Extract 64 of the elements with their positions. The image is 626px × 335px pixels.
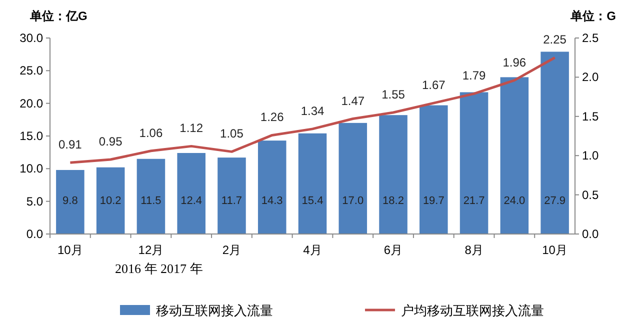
bar xyxy=(500,77,529,234)
data-label: 0.91 xyxy=(58,138,82,152)
y-tick-label: 0.0 xyxy=(26,227,44,241)
data-label: 11.5 xyxy=(140,195,162,207)
y2-tick-label: 0.5 xyxy=(582,188,600,202)
data-label: 27.9 xyxy=(544,195,566,207)
x-tick-label: 6月 xyxy=(384,243,403,257)
legend-label: 移动互联网接入流量 xyxy=(156,303,273,318)
y-axis-title: 单位：亿G xyxy=(29,9,88,23)
data-label: 1.34 xyxy=(300,104,324,118)
bar xyxy=(338,122,368,234)
x-tick-label: 2月 xyxy=(222,243,242,257)
data-label: 1.79 xyxy=(462,68,486,83)
bar xyxy=(258,140,286,234)
data-label: 18.2 xyxy=(382,195,404,207)
data-label: 9.8 xyxy=(62,195,78,207)
x-tick-label: 12月 xyxy=(138,243,164,257)
data-label: 1.12 xyxy=(180,121,204,136)
y2-tick-label: 1.5 xyxy=(582,109,600,124)
y2-tick-label: 2.0 xyxy=(582,70,600,84)
bar xyxy=(218,158,246,234)
bar xyxy=(379,115,408,234)
text: 2016 年 2017 年 xyxy=(115,261,203,276)
x-tick-label: 10月 xyxy=(58,243,83,257)
data-label: 17.0 xyxy=(342,195,364,207)
data-label: 0.95 xyxy=(98,134,123,149)
y-tick-label: 20.0 xyxy=(20,96,44,110)
bar xyxy=(56,170,84,234)
legend-label: 户均移动互联网接入流量 xyxy=(401,303,544,318)
x-tick-label: 4月 xyxy=(303,243,322,257)
y-tick-label: 5.0 xyxy=(26,194,44,208)
bar xyxy=(96,167,125,234)
bar xyxy=(540,52,569,234)
y2-tick-label: 1.0 xyxy=(582,148,600,163)
data-label: 1.06 xyxy=(139,126,163,140)
y2-tick-label: 2.5 xyxy=(582,31,600,45)
data-label: 1.55 xyxy=(382,87,406,102)
data-label: 11.7 xyxy=(221,195,242,207)
y2-axis-title: 单位：G xyxy=(570,9,616,23)
y-tick-label: 25.0 xyxy=(20,64,44,78)
data-label: 15.4 xyxy=(302,195,324,207)
bar xyxy=(460,92,488,234)
data-label: 24.0 xyxy=(504,195,526,207)
data-label: 1.05 xyxy=(220,126,244,141)
bar xyxy=(177,152,206,234)
data-label: 21.7 xyxy=(463,195,485,207)
data-label: 1.47 xyxy=(341,94,365,108)
y-tick-label: 30.0 xyxy=(20,31,44,45)
x-tick-label: 10月 xyxy=(542,243,568,257)
data-label: 1.96 xyxy=(502,55,526,70)
bar xyxy=(298,133,327,234)
bar xyxy=(420,105,448,234)
x-tick-label: 8月 xyxy=(464,243,484,257)
y-tick-label: 10.0 xyxy=(20,162,44,176)
bar xyxy=(136,158,166,234)
data-label: 2.25 xyxy=(543,32,567,47)
data-label: 14.3 xyxy=(261,195,283,207)
y-tick-label: 15.0 xyxy=(20,129,44,143)
data-label: 1.26 xyxy=(260,110,284,124)
data-label: 12.4 xyxy=(180,195,202,207)
y2-tick-label: 0.0 xyxy=(582,227,600,241)
data-label: 19.7 xyxy=(422,195,444,207)
data-label: 1.67 xyxy=(422,78,446,92)
data-label: 10.2 xyxy=(100,195,122,207)
